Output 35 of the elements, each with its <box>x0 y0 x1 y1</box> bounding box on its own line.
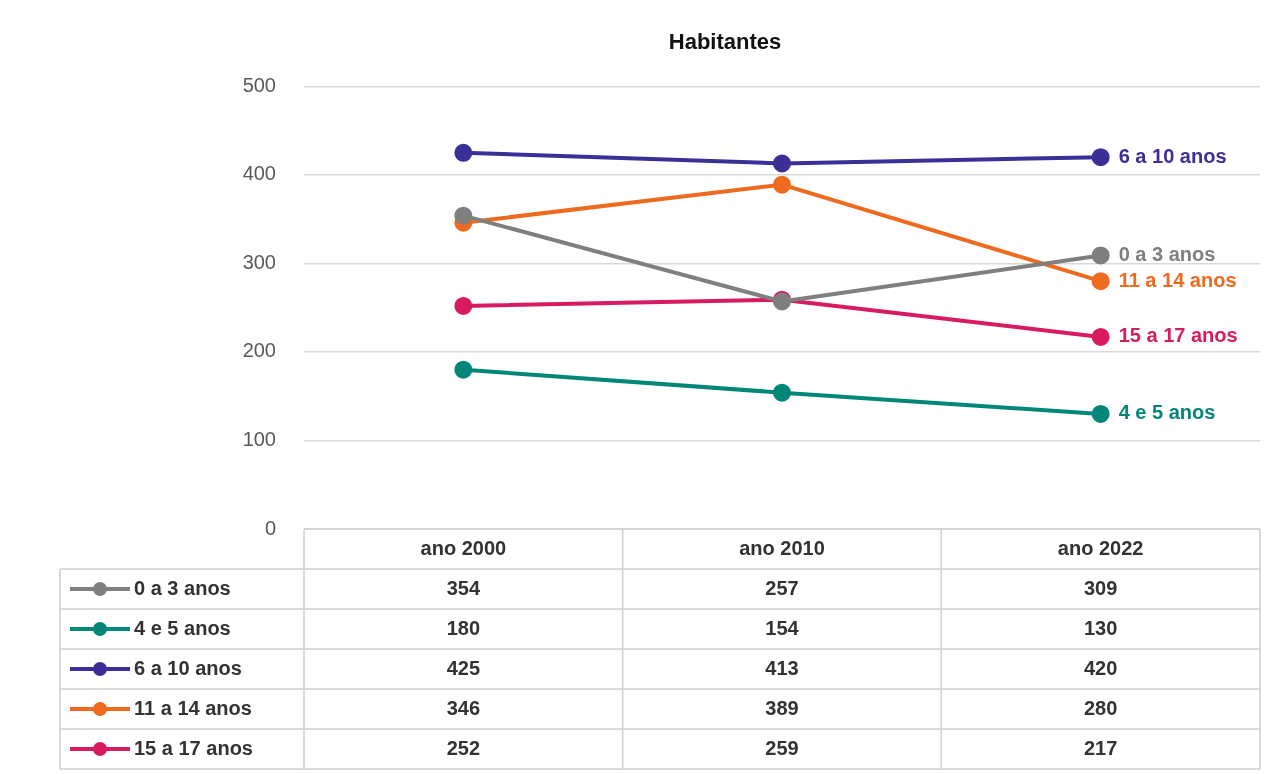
text: 11 a 14 anos <box>1118 268 1237 291</box>
data-label: 130 <box>1083 616 1118 639</box>
legend-label: 15 a 17 anos <box>134 736 253 759</box>
x-tick-label: ano 2010 <box>739 536 825 559</box>
legend-label: 11 a 14 anos <box>134 696 252 719</box>
text: 15 a 17 anos <box>1118 324 1238 347</box>
data-label: 257 <box>765 576 799 599</box>
x-tick-label: ano 2022 <box>1057 536 1144 559</box>
legend-label: 4 e 5 anos <box>134 616 231 639</box>
data-label: 280 <box>1083 696 1118 719</box>
y-tick-label: 300 <box>242 250 276 273</box>
x-tick-label: ano 2000 <box>420 536 507 559</box>
data-label: 309 <box>1083 576 1118 599</box>
legend-label: 6 a 10 anos <box>134 656 242 679</box>
y-tick-label: 200 <box>242 339 276 362</box>
text: 4 e 5 anos <box>1118 401 1216 424</box>
data-label: 180 <box>446 616 481 639</box>
data-label: 425 <box>446 656 481 679</box>
y-tick-label: 400 <box>242 162 276 185</box>
data-label: 420 <box>1083 656 1118 679</box>
y-tick-label: 100 <box>242 428 276 450</box>
data-label: 154 <box>765 616 800 639</box>
data-label: 217 <box>1083 736 1118 759</box>
y-tick-label: 0 <box>264 516 276 539</box>
data-label: 252 <box>446 736 481 759</box>
data-label: 346 <box>446 696 481 719</box>
data-label: 354 <box>446 576 481 599</box>
data-label: 389 <box>765 696 799 719</box>
legend-label: 0 a 3 anos <box>134 576 231 599</box>
y-tick-label: 500 <box>242 73 276 96</box>
data-label: 413 <box>765 656 799 679</box>
chart-title: Habitantes <box>668 29 782 55</box>
text: 6 a 10 anos <box>1118 144 1227 167</box>
text: 0 a 3 anos <box>1118 242 1216 265</box>
data-label: 259 <box>765 736 799 759</box>
